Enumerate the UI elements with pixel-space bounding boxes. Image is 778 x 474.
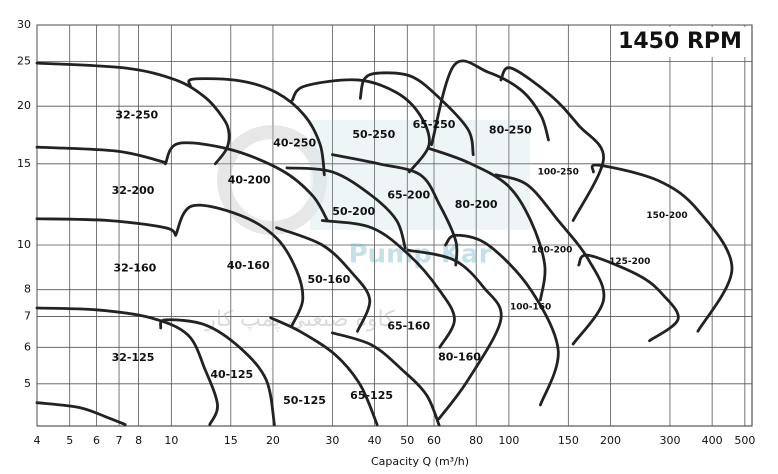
x-tick-label: 300 bbox=[659, 434, 680, 447]
region-label: 50-250 bbox=[352, 128, 395, 141]
y-tick-label: 20 bbox=[17, 99, 31, 112]
region-label: 40-125 bbox=[210, 368, 253, 381]
x-tick-label: 20 bbox=[266, 434, 280, 447]
pump-curve bbox=[330, 153, 459, 267]
region-label: 50-200 bbox=[332, 205, 375, 218]
y-tick-label: 7 bbox=[24, 309, 31, 322]
x-tick-label: 10 bbox=[164, 434, 178, 447]
x-tick-label: 4 bbox=[34, 434, 41, 447]
pump-curve bbox=[159, 318, 276, 426]
labels: 32-250 40-250 50-250 65-250 80-250 100-250 150… bbox=[112, 108, 688, 407]
pump-curve bbox=[320, 219, 456, 349]
region-label: 100-160 bbox=[510, 302, 551, 312]
x-tick-label: 6 bbox=[93, 434, 100, 447]
x-tick-label: 15 bbox=[224, 434, 238, 447]
x-tick-label: 30 bbox=[325, 434, 339, 447]
x-tick-label: 400 bbox=[702, 434, 723, 447]
watermark-logo bbox=[217, 125, 327, 235]
pump-curve bbox=[269, 316, 379, 426]
region-label: 65-250 bbox=[413, 118, 456, 131]
region-label: 100-200 bbox=[531, 246, 572, 256]
pump-curve bbox=[35, 306, 219, 426]
x-tick-label: 60 bbox=[427, 434, 441, 447]
region-label: 32-200 bbox=[112, 184, 155, 197]
grid bbox=[36, 24, 752, 426]
region-label: 80-200 bbox=[455, 198, 498, 211]
chart-title: 1450 RPM bbox=[618, 29, 742, 54]
x-tick-label: 500 bbox=[734, 434, 755, 447]
region-label: 50-125 bbox=[283, 394, 326, 407]
region-label: 32-125 bbox=[112, 351, 155, 364]
region-label: 65-125 bbox=[350, 389, 393, 402]
y-tick-label: 25 bbox=[17, 55, 31, 68]
region-label: 80-160 bbox=[438, 351, 481, 364]
y-tick-label: 10 bbox=[17, 238, 31, 251]
region-label: 65-200 bbox=[387, 189, 430, 202]
region-label: 32-250 bbox=[115, 108, 158, 121]
pump-curve bbox=[35, 61, 231, 166]
pump-curve bbox=[187, 77, 326, 177]
y-tick-label: 8 bbox=[24, 283, 31, 296]
title-box bbox=[612, 27, 750, 57]
y-tick-label: 6 bbox=[24, 340, 31, 353]
x-tick-label: 5 bbox=[66, 434, 73, 447]
pump-curve bbox=[163, 141, 329, 222]
pump-curve bbox=[35, 401, 127, 426]
y-tick-label: 15 bbox=[17, 157, 31, 170]
region-label: 65-160 bbox=[387, 320, 430, 333]
y-tick-label: 5 bbox=[24, 377, 31, 390]
pump-curve bbox=[494, 173, 606, 346]
pump-curve bbox=[406, 248, 503, 421]
region-label: 40-250 bbox=[273, 137, 316, 150]
pump-curve bbox=[275, 226, 372, 333]
pump-curve bbox=[290, 78, 431, 174]
region-label: 40-200 bbox=[228, 174, 271, 187]
pump-curve bbox=[174, 203, 305, 327]
curves bbox=[35, 59, 734, 427]
pump-curve bbox=[358, 71, 475, 157]
pump-curve bbox=[427, 146, 547, 302]
y-tick-label: 30 bbox=[17, 18, 31, 31]
pump-curve bbox=[499, 66, 605, 222]
region-label: 100-250 bbox=[538, 167, 579, 177]
pump-curve bbox=[285, 166, 407, 250]
pump-curve bbox=[35, 145, 167, 164]
region-label: 125-200 bbox=[609, 257, 650, 267]
x-axis-label: Capacity Q (m³/h) bbox=[371, 455, 469, 468]
x-tick-label: 100 bbox=[498, 434, 519, 447]
region-label: 150-200 bbox=[646, 211, 687, 221]
pump-curve bbox=[35, 217, 178, 237]
x-tick-label: 150 bbox=[558, 434, 579, 447]
x-tick-label: 200 bbox=[600, 434, 621, 447]
region-label: 32-160 bbox=[113, 261, 156, 274]
x-tick-label: 7 bbox=[116, 434, 123, 447]
pump-curve bbox=[590, 163, 734, 333]
x-tick-label: 50 bbox=[400, 434, 414, 447]
x-tick-label: 80 bbox=[469, 434, 483, 447]
x-tick-label: 8 bbox=[135, 434, 142, 447]
x-tick-label: 40 bbox=[368, 434, 382, 447]
pump-curve bbox=[330, 331, 441, 427]
region-label: 80-250 bbox=[489, 124, 532, 137]
region-label: 50-160 bbox=[308, 273, 351, 286]
region-label: 40-160 bbox=[227, 259, 270, 272]
